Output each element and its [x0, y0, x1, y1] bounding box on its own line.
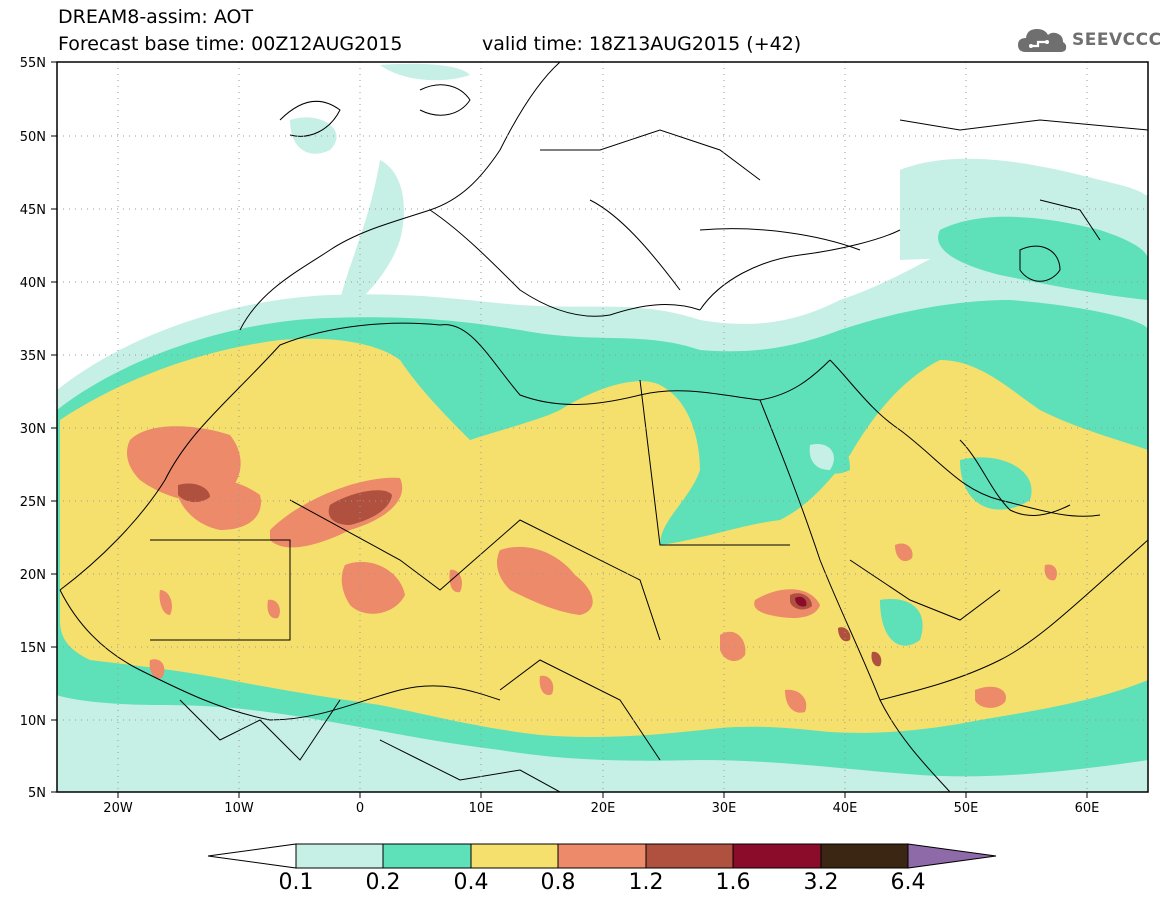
aot-field — [57, 63, 1148, 792]
forecast-base-time: Forecast base time: 00Z12AUG2015 — [58, 33, 403, 55]
colorbar-label: 6.4 — [890, 870, 926, 895]
coastlines — [59, 62, 1148, 792]
lon-label: 20W — [103, 801, 133, 816]
seevccc-logo: SEEVCCC — [1016, 22, 1162, 58]
colorbar-swatch — [382, 843, 472, 869]
lon-label: 20E — [591, 801, 616, 816]
colorbar-label: 0.8 — [540, 870, 576, 895]
lon-label: 30E — [712, 801, 737, 816]
aot-band-1.2 — [178, 483, 210, 503]
lon-labels: 20W 10W 0 10E 20E 30E 40E 50E 60E — [103, 801, 1099, 816]
colorbar-label: 0.4 — [453, 870, 489, 895]
cloud-icon — [1018, 29, 1067, 52]
colorbar-low-arrow — [207, 843, 297, 869]
aot-band-0.4 — [60, 338, 1148, 738]
lat-label: 15N — [20, 641, 46, 656]
colorbar-label: 0.1 — [278, 870, 314, 895]
colorbar-label: 1.2 — [628, 870, 664, 895]
colorbar-label: 1.6 — [715, 870, 751, 895]
lat-label: 55N — [20, 56, 46, 71]
colorbar-high-arrow — [907, 843, 997, 869]
lon-label: 0 — [356, 801, 364, 816]
colorbar-label: 3.2 — [803, 870, 839, 895]
lat-label: 40N — [20, 276, 46, 291]
lon-label: 10E — [469, 801, 494, 816]
lat-labels: 55N 50N 45N 40N 35N 30N 25N 20N 15N 10N … — [20, 56, 46, 801]
lat-label: 25N — [20, 495, 46, 510]
lat-label: 5N — [28, 786, 46, 801]
colorbar-label: 0.2 — [365, 870, 401, 895]
colorbar-swatch — [470, 843, 559, 869]
lat-label: 30N — [20, 422, 46, 437]
lon-label: 60E — [1075, 801, 1100, 816]
valid-time: valid time: 18Z13AUG2015 (+42) — [482, 33, 802, 55]
lat-label: 45N — [20, 203, 46, 218]
colorbar-swatch — [820, 843, 909, 869]
colorbar-swatch — [295, 843, 384, 869]
logo-text: SEEVCCC — [1072, 30, 1162, 50]
lat-label: 20N — [20, 568, 46, 583]
colorbar-swatch — [645, 843, 734, 869]
colorbar-swatch — [732, 843, 822, 869]
lon-label: 50E — [954, 801, 979, 816]
colorbar — [207, 843, 997, 869]
lon-label: 40E — [833, 801, 858, 816]
aot-band-1.6 — [795, 596, 807, 607]
lon-label: 10W — [224, 801, 254, 816]
lat-label: 35N — [20, 349, 46, 364]
lat-label: 50N — [20, 130, 46, 145]
colorbar-swatch — [557, 843, 647, 869]
map-title: DREAM8-assim: AOT — [58, 6, 254, 28]
lat-label: 10N — [20, 714, 46, 729]
